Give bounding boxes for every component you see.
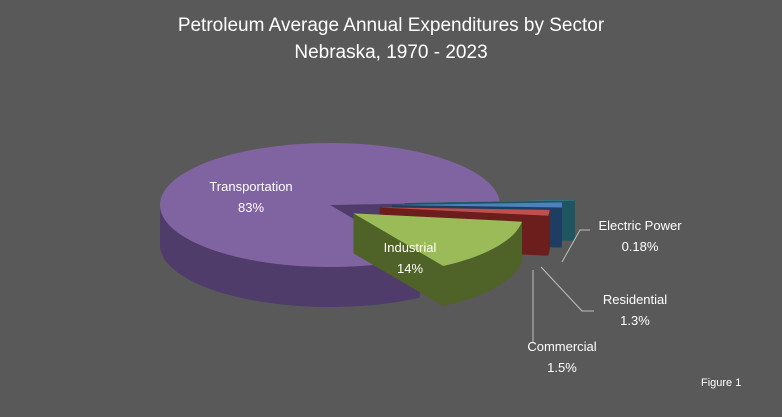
slice-wall-industrial: [443, 221, 522, 306]
label-transportation: Transportation 83%: [196, 176, 306, 218]
label-residential: Residential 1.3%: [590, 289, 680, 331]
label-text: Electric Power: [598, 218, 682, 233]
figure-label: Figure 1: [701, 377, 742, 389]
chart-title: Petroleum Average Annual Expenditures by…: [0, 12, 782, 66]
label-electric-power: Electric Power 0.18%: [585, 215, 695, 257]
label-value: 0.18%: [621, 239, 659, 254]
leader-electric-power: [561, 229, 590, 263]
label-value: 1.5%: [547, 360, 577, 375]
subtitle-line: Nebraska, 1970 - 2023: [294, 42, 488, 63]
label-value: 83%: [237, 200, 265, 215]
slice-cut-industrial: [353, 213, 444, 306]
label-text: Residential: [602, 292, 668, 307]
slice-electric-power: [404, 199, 575, 204]
label-value: 1.3%: [620, 313, 650, 328]
slice-industrial: [353, 213, 522, 266]
label-text: Commercial: [527, 339, 597, 354]
label-commercial: Commercial 1.5%: [512, 336, 612, 378]
label-text: Transportation: [209, 179, 293, 194]
label-value: 14%: [396, 261, 424, 276]
label-industrial: Industrial 14%: [360, 237, 460, 279]
slice-residential: [392, 202, 562, 208]
leader-residential: [540, 266, 594, 312]
title-line: Petroleum Average Annual Expenditures by…: [177, 15, 605, 36]
slice-transportation: [160, 143, 500, 267]
label-text: Industrial: [383, 240, 437, 255]
slice-wall-commercial: [548, 209, 550, 256]
slice-wall-transportation: [160, 205, 420, 307]
slice-commercial: [379, 207, 550, 216]
